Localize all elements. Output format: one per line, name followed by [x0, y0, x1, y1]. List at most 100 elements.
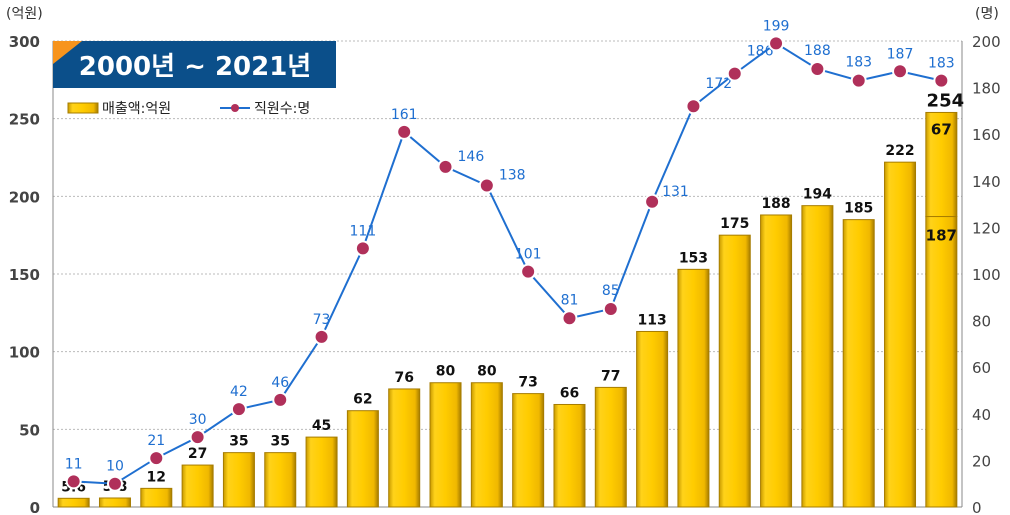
- bar-value-label: 185: [844, 201, 873, 217]
- line-value-label: 183: [845, 55, 872, 71]
- legend-bar-label: 매출액:억원: [102, 101, 171, 117]
- bar-value-label: 35: [271, 434, 290, 450]
- bar-value-label: 62: [353, 392, 372, 408]
- legend: 매출액:억원 직원수:명: [67, 101, 310, 117]
- bar: [264, 452, 297, 508]
- line-marker: [106, 475, 123, 492]
- line-marker: [561, 310, 578, 327]
- bar-value-label: 153: [679, 250, 708, 266]
- line-marker: [892, 63, 909, 80]
- line-marker: [644, 193, 661, 210]
- line-value-label: 138: [499, 167, 526, 183]
- line-value-label: 161: [391, 107, 418, 123]
- line-value-label: 172: [705, 76, 732, 92]
- line-marker: [230, 401, 247, 418]
- bar: [718, 234, 751, 508]
- left-axis-label: (억원): [6, 6, 43, 22]
- bar-lower: [925, 216, 958, 508]
- line-marker: [313, 328, 330, 345]
- bar-value-label: 27: [188, 446, 207, 462]
- line-marker: [396, 123, 413, 140]
- bar-value-label: 76: [394, 370, 413, 386]
- left-tick-label: 150: [9, 266, 40, 284]
- bar: [801, 205, 834, 508]
- line-value-label: 73: [313, 312, 331, 328]
- employee-line: [73, 42, 942, 485]
- line-marker: [520, 263, 537, 280]
- line-value-label: 46: [271, 375, 289, 391]
- right-tick-label: 20: [972, 452, 991, 470]
- line-value-label: 186: [747, 44, 774, 60]
- bar-value-label: 80: [436, 364, 456, 380]
- line-marker: [809, 60, 826, 77]
- left-tick-label: 50: [19, 421, 40, 439]
- line-value-label: 101: [515, 247, 542, 263]
- line-value-label: 188: [804, 43, 831, 59]
- bar-value-label: 222: [885, 143, 914, 159]
- left-tick-label: 300: [9, 33, 40, 51]
- bar-value-label: 45: [312, 418, 331, 434]
- bar: [553, 403, 586, 508]
- line-marker: [768, 35, 785, 52]
- bar-value-label: 188: [761, 196, 790, 212]
- line-value-label: 42: [230, 384, 248, 400]
- bar: [429, 382, 462, 508]
- bar: [346, 410, 379, 508]
- bar: [884, 161, 917, 508]
- bar: [470, 382, 503, 508]
- right-tick-label: 60: [972, 359, 991, 377]
- right-tick-label: 200: [972, 33, 1001, 51]
- bar: [57, 497, 90, 508]
- line-value-label: 21: [147, 433, 165, 449]
- right-tick-label: 120: [972, 219, 1001, 237]
- right-tick-label: 0: [972, 499, 982, 515]
- bar-value-label: 194: [803, 187, 832, 203]
- line-marker: [602, 300, 619, 317]
- bar-value-label: 113: [637, 312, 666, 328]
- bar: [636, 330, 669, 508]
- line-marker: [148, 450, 165, 467]
- bar-value-label: 66: [560, 385, 579, 401]
- bar: [305, 436, 338, 508]
- line-value-label: 30: [189, 412, 207, 428]
- bar-value-label: 35: [229, 434, 248, 450]
- right-axis-label: (명): [975, 6, 999, 22]
- legend-bar-swatch: [67, 102, 99, 114]
- left-tick-label: 250: [9, 111, 40, 129]
- bar: [222, 452, 255, 508]
- bar-value-label: 77: [601, 368, 620, 384]
- line-marker: [685, 98, 702, 115]
- left-tick-label: 200: [9, 188, 40, 206]
- bar-total-label: 254: [927, 90, 965, 111]
- right-tick-label: 80: [972, 313, 991, 331]
- line-value-label: 187: [887, 46, 914, 62]
- bar: [760, 214, 793, 508]
- left-tick-label: 0: [30, 499, 40, 515]
- bar: [388, 388, 421, 508]
- legend-line-marker: [231, 104, 239, 112]
- line-value-label: 81: [561, 292, 579, 308]
- line-value-label: 183: [928, 56, 955, 72]
- line-marker: [65, 473, 82, 490]
- bar: [98, 497, 131, 508]
- legend-line-label: 직원수:명: [254, 101, 310, 117]
- bar: [181, 464, 214, 508]
- line-marker: [850, 72, 867, 89]
- line-marker: [189, 429, 206, 446]
- right-tick-label: 100: [972, 266, 1001, 284]
- bar: [512, 393, 545, 508]
- bar-value-label: 73: [518, 375, 537, 391]
- line-marker: [354, 240, 371, 257]
- line-marker: [437, 158, 454, 175]
- right-tick-label: 140: [972, 173, 1001, 191]
- line-value-label: 199: [763, 18, 790, 34]
- title-box: 2000년 ~ 2021년: [53, 41, 336, 88]
- bar-value-label: 12: [147, 469, 166, 485]
- line-value-label: 146: [458, 149, 485, 165]
- bar: [677, 268, 710, 508]
- line-marker: [272, 391, 289, 408]
- line-value-label: 85: [602, 283, 620, 299]
- bar-value-label: 175: [720, 216, 749, 232]
- left-tick-label: 100: [9, 344, 40, 362]
